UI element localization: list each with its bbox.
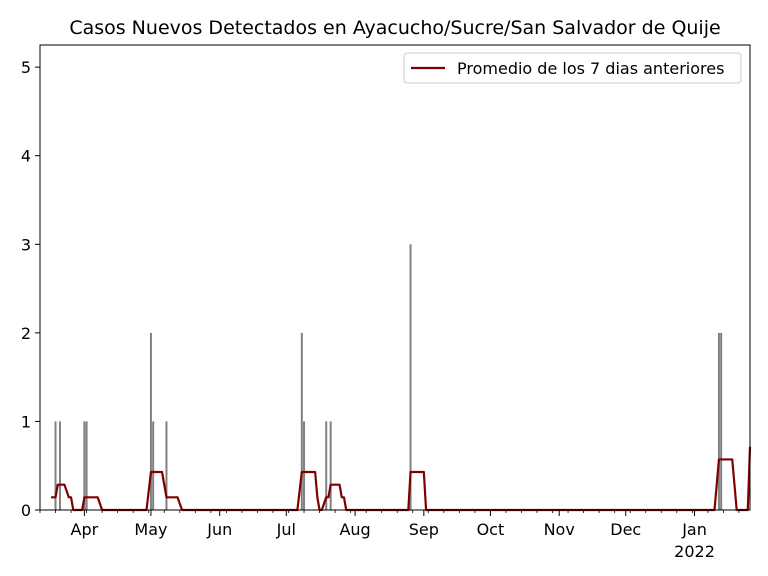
- y-tick-label: 1: [21, 412, 31, 431]
- x-tick-year-label: 2022: [674, 542, 715, 561]
- plot-frame: [39, 44, 751, 511]
- legend-box: [403, 52, 742, 84]
- case-bar: [409, 244, 412, 511]
- case-bar: [329, 421, 332, 510]
- chart-title: Casos Nuevos Detectados en Ayacucho/Sucr…: [69, 17, 720, 39]
- x-tick-label: Apr: [71, 520, 99, 539]
- average-line: [51, 446, 752, 512]
- x-tick-label: May: [134, 520, 167, 539]
- case-bar: [720, 332, 723, 510]
- y-tick-label: 4: [21, 147, 31, 166]
- bar-group: [54, 244, 723, 511]
- y-tick-label: 0: [21, 501, 31, 520]
- x-tick-label: Oct: [477, 520, 505, 539]
- case-bar: [83, 421, 86, 510]
- x-tick-label: Jun: [206, 520, 232, 539]
- case-bar: [54, 421, 57, 510]
- case-bar: [85, 421, 88, 510]
- y-tick-label: 2: [21, 324, 31, 343]
- case-bar: [300, 332, 303, 510]
- case-bar: [149, 332, 152, 510]
- x-tick-label: Jul: [276, 520, 296, 539]
- legend-label: Promedio de los 7 dias anteriores: [457, 59, 724, 78]
- x-tick-label: Sep: [409, 520, 439, 539]
- case-bar: [325, 421, 328, 510]
- y-tick-label: 3: [21, 235, 31, 254]
- x-tick-label: Dec: [610, 520, 641, 539]
- case-bar: [303, 421, 306, 510]
- x-tick-label: Aug: [339, 520, 370, 539]
- case-bar: [165, 421, 168, 510]
- case-bar: [152, 421, 155, 510]
- case-bar: [58, 421, 61, 510]
- x-tick-label: Jan: [681, 520, 707, 539]
- axes: 0 1 2 3 4 5 Apr May Jun Jul Aug Sep Oct Nov Dec Jan 2022: [21, 44, 751, 561]
- y-tick-label: 5: [21, 58, 31, 77]
- x-tick-label: Nov: [544, 520, 575, 539]
- case-bar: [717, 332, 720, 510]
- legend: Promedio de los 7 dias anteriores: [403, 52, 742, 84]
- average-line-layer: [51, 446, 752, 512]
